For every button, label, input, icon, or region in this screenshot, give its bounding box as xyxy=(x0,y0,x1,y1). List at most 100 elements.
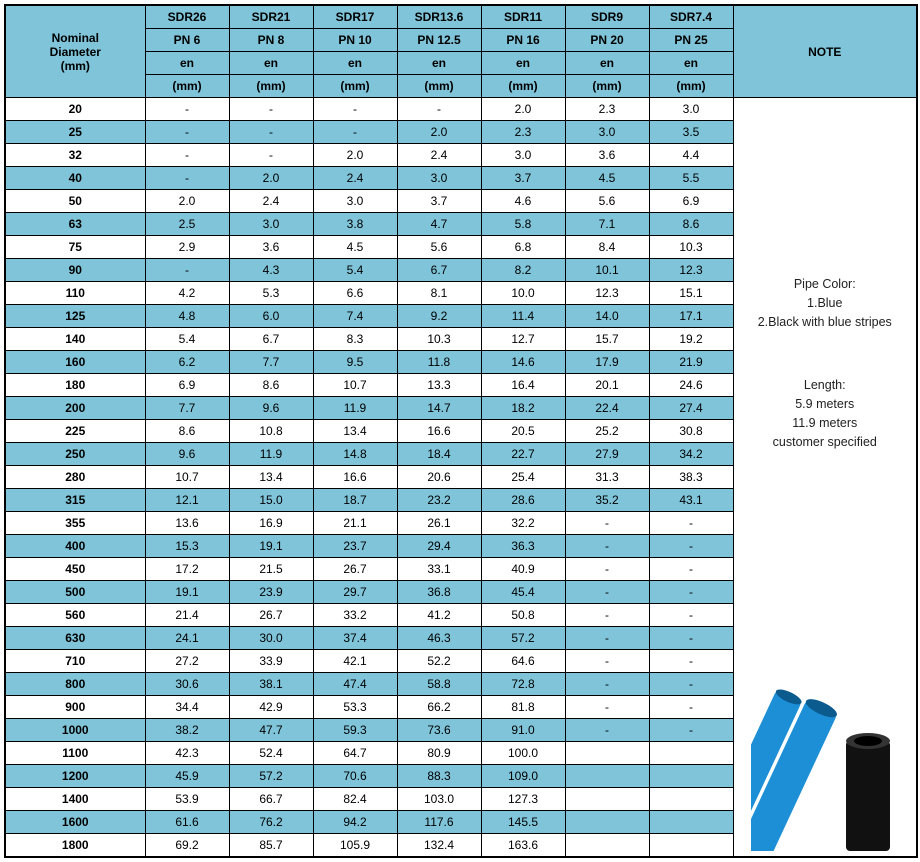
cell-value: 13.4 xyxy=(313,420,397,443)
cell-value: 47.7 xyxy=(229,719,313,742)
cell-value: 21.9 xyxy=(649,351,733,374)
col-header-nominal: Nominal Diameter (mm) xyxy=(5,5,145,98)
cell-nominal: 250 xyxy=(5,443,145,466)
cell-value: 26.7 xyxy=(313,558,397,581)
cell-value: - xyxy=(565,535,649,558)
cell-nominal: 125 xyxy=(5,305,145,328)
cell-value: 32.2 xyxy=(481,512,565,535)
cell-value: 10.3 xyxy=(649,236,733,259)
cell-value: 33.1 xyxy=(397,558,481,581)
cell-value: 8.4 xyxy=(565,236,649,259)
col-header-sdr: SDR13.6 xyxy=(397,5,481,29)
cell-value: 64.7 xyxy=(313,742,397,765)
cell-value: 52.4 xyxy=(229,742,313,765)
cell-value: 27.2 xyxy=(145,650,229,673)
cell-value: - xyxy=(145,167,229,190)
cell-value: 29.4 xyxy=(397,535,481,558)
cell-value: 70.6 xyxy=(313,765,397,788)
cell-value: 80.9 xyxy=(397,742,481,765)
cell-value: 9.6 xyxy=(229,397,313,420)
cell-value: 2.0 xyxy=(145,190,229,213)
cell-value xyxy=(649,788,733,811)
cell-value: - xyxy=(649,512,733,535)
table-header: Nominal Diameter (mm) SDR26 SDR21 SDR17 … xyxy=(5,5,917,98)
col-header-pn: PN 10 xyxy=(313,29,397,52)
cell-value: 38.1 xyxy=(229,673,313,696)
cell-nominal: 400 xyxy=(5,535,145,558)
cell-value: 12.3 xyxy=(649,259,733,282)
cell-value: 14.0 xyxy=(565,305,649,328)
cell-value: 3.0 xyxy=(565,121,649,144)
col-header-sdr: SDR7.4 xyxy=(649,5,733,29)
col-header-sdr: SDR9 xyxy=(565,5,649,29)
cell-value: 66.2 xyxy=(397,696,481,719)
cell-value: 4.5 xyxy=(313,236,397,259)
cell-value: 23.9 xyxy=(229,581,313,604)
cell-value: 5.4 xyxy=(145,328,229,351)
cell-value: 8.6 xyxy=(145,420,229,443)
cell-value: 3.6 xyxy=(565,144,649,167)
cell-value: 132.4 xyxy=(397,834,481,858)
cell-value: 4.7 xyxy=(397,213,481,236)
cell-value: 35.2 xyxy=(565,489,649,512)
pipe-spec-table: Nominal Diameter (mm) SDR26 SDR21 SDR17 … xyxy=(4,4,918,858)
cell-value: 7.1 xyxy=(565,213,649,236)
cell-value: 73.6 xyxy=(397,719,481,742)
cell-value: 4.3 xyxy=(229,259,313,282)
cell-value: 6.0 xyxy=(229,305,313,328)
cell-value: 43.1 xyxy=(649,489,733,512)
col-header-en: en xyxy=(145,52,229,75)
cell-value: 34.4 xyxy=(145,696,229,719)
cell-value: 66.7 xyxy=(229,788,313,811)
cell-value: 53.9 xyxy=(145,788,229,811)
cell-value: 6.7 xyxy=(229,328,313,351)
cell-nominal: 1400 xyxy=(5,788,145,811)
cell-value: 105.9 xyxy=(313,834,397,858)
cell-value: 3.8 xyxy=(313,213,397,236)
cell-value xyxy=(565,742,649,765)
cell-nominal: 140 xyxy=(5,328,145,351)
cell-value: 12.3 xyxy=(565,282,649,305)
cell-value: 21.1 xyxy=(313,512,397,535)
cell-value xyxy=(649,765,733,788)
cell-value: 2.0 xyxy=(397,121,481,144)
cell-value: 25.2 xyxy=(565,420,649,443)
cell-value: 36.3 xyxy=(481,535,565,558)
cell-value: - xyxy=(565,627,649,650)
cell-value: 36.8 xyxy=(397,581,481,604)
col-header-pn: PN 6 xyxy=(145,29,229,52)
col-header-sdr: SDR26 xyxy=(145,5,229,29)
cell-value: - xyxy=(649,535,733,558)
cell-value: 16.4 xyxy=(481,374,565,397)
cell-nominal: 1100 xyxy=(5,742,145,765)
cell-nominal: 315 xyxy=(5,489,145,512)
cell-nominal: 355 xyxy=(5,512,145,535)
cell-value: 5.6 xyxy=(397,236,481,259)
cell-value: 145.5 xyxy=(481,811,565,834)
col-header-en-unit: (mm) xyxy=(649,75,733,98)
cell-value: 6.7 xyxy=(397,259,481,282)
cell-value: - xyxy=(145,98,229,121)
cell-value: 33.2 xyxy=(313,604,397,627)
cell-nominal: 63 xyxy=(5,213,145,236)
cell-value: - xyxy=(145,144,229,167)
cell-value: 11.4 xyxy=(481,305,565,328)
cell-value: - xyxy=(229,98,313,121)
cell-value: - xyxy=(145,259,229,282)
cell-value: 42.3 xyxy=(145,742,229,765)
cell-value: 2.4 xyxy=(229,190,313,213)
cell-value: - xyxy=(565,696,649,719)
cell-value: 41.2 xyxy=(397,604,481,627)
cell-nominal: 180 xyxy=(5,374,145,397)
cell-value: 91.0 xyxy=(481,719,565,742)
cell-nominal: 225 xyxy=(5,420,145,443)
cell-value: 6.9 xyxy=(649,190,733,213)
cell-value: 8.2 xyxy=(481,259,565,282)
cell-value: - xyxy=(313,98,397,121)
cell-value: 4.8 xyxy=(145,305,229,328)
cell-nominal: 40 xyxy=(5,167,145,190)
cell-value: 6.6 xyxy=(313,282,397,305)
cell-nominal: 800 xyxy=(5,673,145,696)
cell-value: 5.4 xyxy=(313,259,397,282)
cell-value: 14.8 xyxy=(313,443,397,466)
